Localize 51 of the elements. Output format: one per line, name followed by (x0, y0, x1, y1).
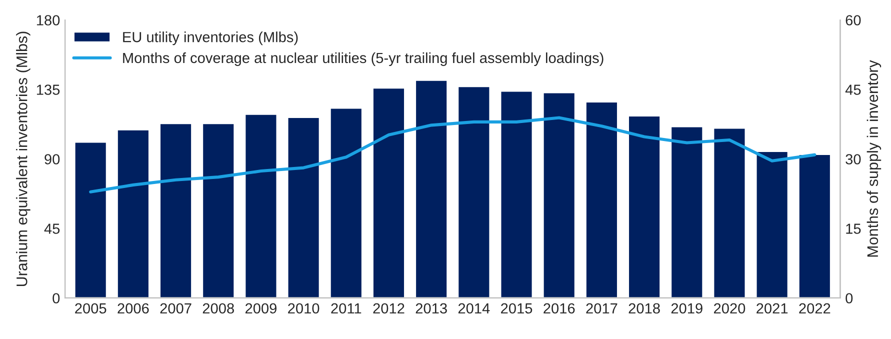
bar (542, 92, 576, 298)
bar (500, 90, 534, 298)
y-axis-title: Uranium equivalent inventories (Mlbs) (16, 32, 30, 286)
y2-tick-label: 60 (846, 15, 861, 26)
bar (116, 128, 150, 298)
y2-axis-title: Months of supply in inventory (866, 60, 882, 257)
x-tick-label: 2015 (501, 303, 532, 314)
bar (202, 122, 236, 298)
x-tick-label: 2008 (202, 303, 234, 314)
bar (159, 122, 192, 298)
bar (585, 101, 618, 298)
x-tick-label: 2018 (628, 303, 660, 314)
y-tick-label: 135 (36, 84, 60, 95)
line-series (89, 116, 816, 194)
x-tick-label: 2007 (160, 303, 192, 314)
x-tick-label: 2017 (586, 303, 618, 314)
bar (244, 114, 278, 298)
bar (712, 127, 746, 298)
y-tick-label: 0 (52, 293, 60, 304)
y2-tick-label: 15 (846, 224, 861, 234)
bar (74, 141, 108, 298)
bar (457, 86, 491, 298)
x-tick-label: 2005 (75, 303, 106, 314)
y-tick-label: 180 (36, 15, 60, 26)
y2-tick-label: 45 (845, 84, 861, 95)
bar (670, 126, 704, 298)
x-tick-label: 2010 (288, 303, 320, 314)
x-tick-label: 2016 (544, 303, 575, 314)
y-tick-label: 45 (44, 224, 60, 234)
y-tick-label: 90 (44, 154, 60, 164)
x-tick-label: 2009 (245, 303, 276, 314)
x-tick-label: 2022 (799, 303, 830, 314)
y2-tick-label: 0 (846, 293, 853, 304)
legend-label: Months of coverage at nuclear utilities (5-yr trailing fuel assembly loadings) (123, 52, 604, 66)
bar (414, 80, 448, 298)
legend-label: EU utility inventories (Mlbs) (123, 32, 298, 46)
bar (329, 107, 363, 298)
x-tick-label: 2012 (373, 303, 404, 314)
x-tick-label: 2021 (756, 303, 788, 314)
x-tick-label: 2013 (416, 303, 447, 314)
x-tick-label: 2011 (331, 303, 362, 314)
bar (372, 87, 406, 298)
y2-tick-label: 30 (846, 154, 861, 164)
x-tick-label: 2014 (458, 303, 490, 314)
bar (755, 150, 789, 298)
x-tick-label: 2020 (714, 303, 746, 314)
bar (628, 115, 661, 298)
x-tick-label: 2006 (118, 303, 149, 314)
bar (798, 154, 832, 298)
bar (286, 116, 320, 298)
x-tick-label: 2019 (671, 303, 702, 314)
